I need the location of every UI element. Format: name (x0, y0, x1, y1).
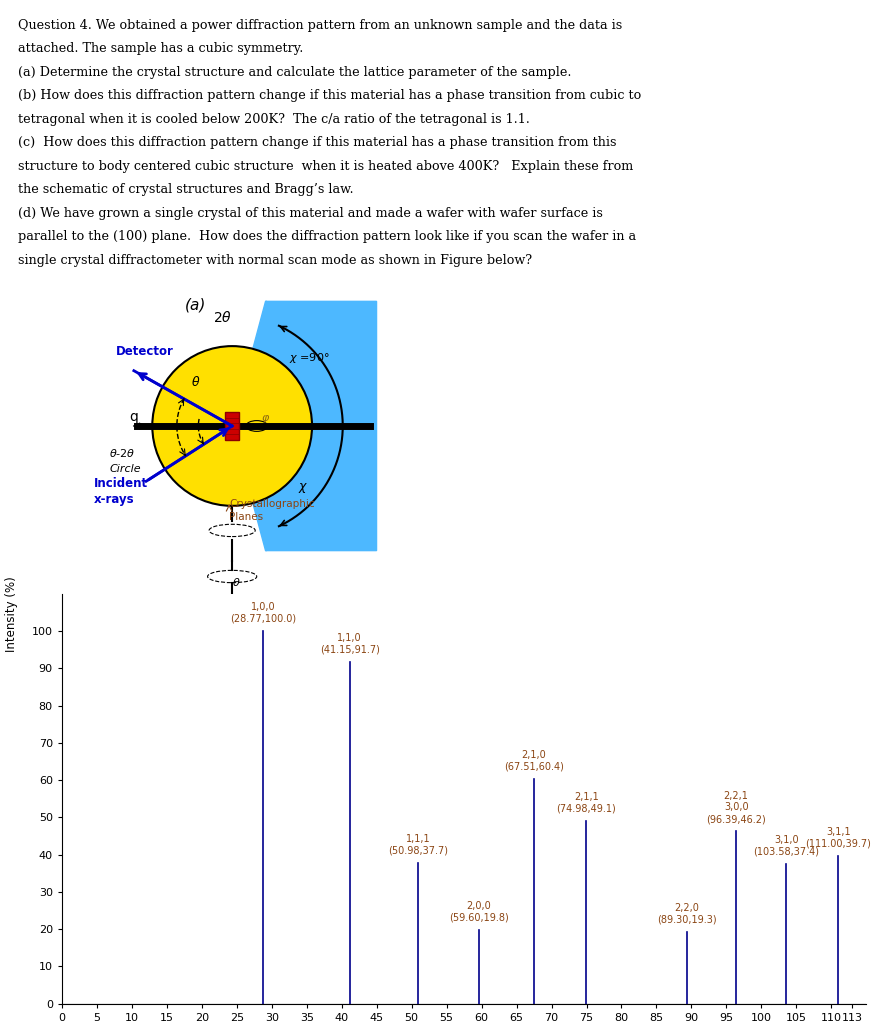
Text: $2\theta$: $2\theta$ (213, 309, 232, 325)
Text: tetragonal when it is cooled below 200K?  The c/a ratio of the tetragonal is 1.1: tetragonal when it is cooled below 200K?… (18, 113, 530, 126)
Text: (a) Determine the crystal structure and calculate the lattice parameter of the s: (a) Determine the crystal structure and … (18, 66, 571, 79)
Text: q: q (129, 411, 138, 424)
Text: structure to body centered cubic structure  when it is heated above 400K?   Expl: structure to body centered cubic structu… (18, 160, 633, 172)
Text: 2,1,0
(67.51,60.4): 2,1,0 (67.51,60.4) (504, 750, 564, 771)
Text: Detector: Detector (116, 345, 173, 358)
Text: 2,2,0
(89.30,19.3): 2,2,0 (89.30,19.3) (657, 902, 716, 925)
Text: $\varphi$: $\varphi$ (262, 414, 271, 425)
Text: (b) How does this diffraction pattern change if this material has a phase transi: (b) How does this diffraction pattern ch… (18, 89, 641, 102)
Text: Planes: Planes (229, 512, 263, 521)
Text: x-rays: x-rays (94, 493, 134, 506)
Polygon shape (253, 301, 362, 551)
Text: Incident: Incident (94, 477, 148, 490)
Text: single crystal diffractometer with normal scan mode as shown in Figure below?: single crystal diffractometer with norma… (18, 254, 532, 266)
Text: 2,1,1
(74.98,49.1): 2,1,1 (74.98,49.1) (557, 792, 616, 813)
Text: the schematic of crystal structures and Bragg’s law.: the schematic of crystal structures and … (18, 183, 354, 196)
Text: Question 4. We obtained a power diffraction pattern from an unknown sample and t: Question 4. We obtained a power diffract… (18, 18, 622, 32)
Text: attached. The sample has a cubic symmetry.: attached. The sample has a cubic symmetr… (18, 42, 303, 55)
FancyBboxPatch shape (225, 413, 239, 440)
Text: $\theta$-$2\theta$: $\theta$-$2\theta$ (110, 446, 136, 459)
Text: $\chi$: $\chi$ (298, 481, 309, 496)
Circle shape (152, 346, 312, 506)
Text: Circle: Circle (110, 464, 141, 474)
Text: (d) We have grown a single crystal of this material and made a wafer with wafer : (d) We have grown a single crystal of th… (18, 207, 603, 219)
Text: $\theta$: $\theta$ (191, 375, 200, 389)
Y-axis label: Intensity (%): Intensity (%) (4, 577, 18, 652)
Text: 1,0,0
(28.77,100.0): 1,0,0 (28.77,100.0) (230, 602, 296, 624)
Text: parallel to the (100) plane.  How does the diffraction pattern look like if you : parallel to the (100) plane. How does th… (18, 230, 636, 243)
Text: 3,1,1
(111.00,39.7): 3,1,1 (111.00,39.7) (805, 826, 872, 848)
Text: 2,0,0
(59.60,19.8): 2,0,0 (59.60,19.8) (449, 901, 508, 923)
Text: $\theta$: $\theta$ (232, 575, 241, 588)
Text: 3,1,0
(103.58,37.4): 3,1,0 (103.58,37.4) (753, 836, 819, 857)
Text: Crystallographic: Crystallographic (229, 500, 315, 509)
Text: (a): (a) (185, 297, 206, 312)
Text: 1,1,0
(41.15,91.7): 1,1,0 (41.15,91.7) (320, 633, 379, 654)
Text: 1,1,1
(50.98,37.7): 1,1,1 (50.98,37.7) (388, 835, 448, 856)
Text: $\chi$ =90°: $\chi$ =90° (289, 351, 330, 366)
Polygon shape (265, 301, 377, 551)
Text: (c)  How does this diffraction pattern change if this material has a phase trans: (c) How does this diffraction pattern ch… (18, 136, 616, 150)
Text: 2,2,1
3,0,0
(96.39,46.2): 2,2,1 3,0,0 (96.39,46.2) (706, 791, 766, 824)
